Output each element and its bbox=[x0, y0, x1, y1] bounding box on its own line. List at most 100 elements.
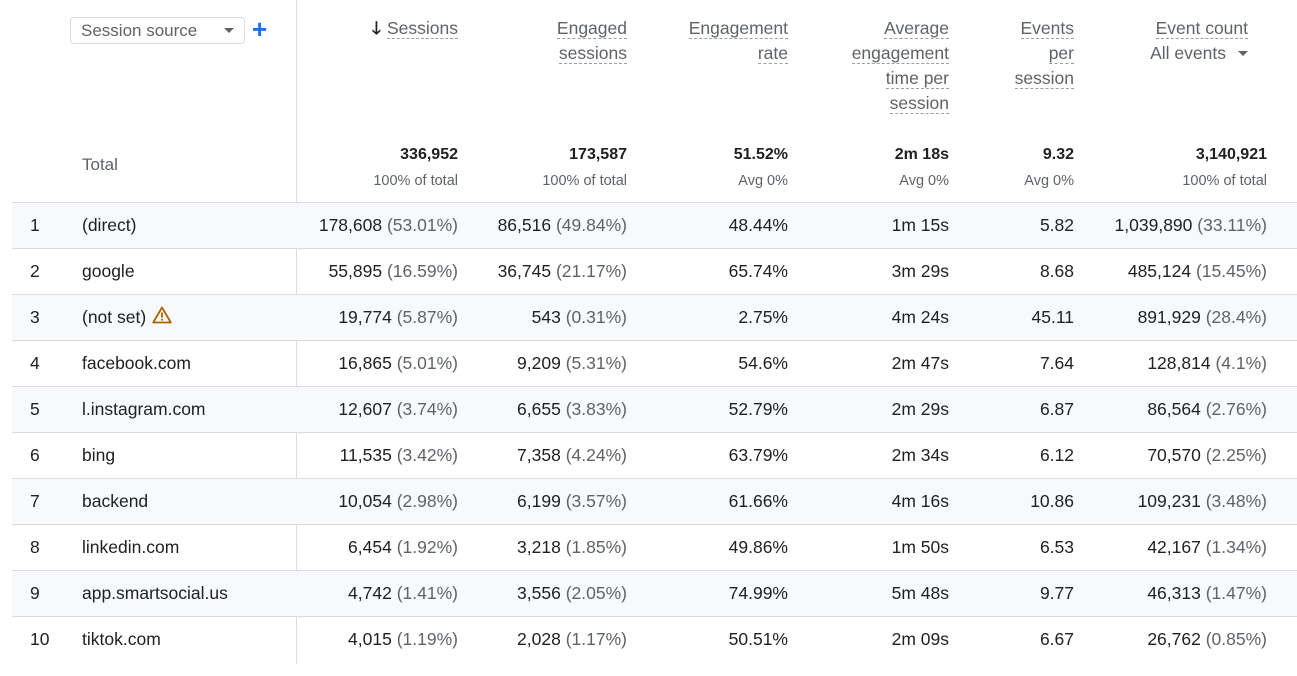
value: 70,570 bbox=[1147, 445, 1201, 465]
event-filter-label: All events bbox=[1150, 43, 1226, 63]
percent: (3.57%) bbox=[565, 491, 627, 511]
row-time: 5m 48s bbox=[891, 583, 949, 603]
row-events: 46,313 (1.47%) bbox=[1147, 571, 1267, 616]
value: 4,742 bbox=[348, 583, 392, 603]
row-engaged: 3,556 (2.05%) bbox=[517, 571, 627, 616]
row-engaged: 6,655 (3.83%) bbox=[517, 387, 627, 432]
row-sessions: 19,774 (5.87%) bbox=[338, 295, 458, 340]
value: 891,929 bbox=[1137, 307, 1201, 327]
total-value: 9.32 bbox=[1042, 146, 1074, 163]
row-index: 4 bbox=[30, 353, 40, 373]
header-events-per-session[interactable]: Events per session bbox=[1014, 16, 1074, 91]
percent: (3.42%) bbox=[396, 445, 458, 465]
total-time: 2m 18s Avg 0% bbox=[895, 144, 949, 191]
value: 6,199 bbox=[517, 491, 561, 511]
percent: (2.98%) bbox=[396, 491, 458, 511]
add-dimension-button[interactable]: + bbox=[252, 14, 268, 44]
total-eps: 9.32 Avg 0% bbox=[1024, 144, 1074, 191]
row-index: 2 bbox=[30, 261, 40, 281]
total-subtext: Avg 0% bbox=[1024, 173, 1074, 189]
header-text: time per bbox=[885, 68, 949, 89]
row-rate: 52.79% bbox=[728, 399, 788, 419]
value: 26,762 bbox=[1147, 629, 1201, 649]
value: 19,774 bbox=[338, 307, 392, 327]
event-filter-dropdown[interactable]: All events bbox=[1150, 41, 1248, 66]
row-engaged: 6,199 (3.57%) bbox=[517, 479, 627, 524]
value: 46,313 bbox=[1147, 583, 1201, 603]
value: 6,655 bbox=[517, 399, 561, 419]
percent: (1.17%) bbox=[565, 629, 627, 649]
percent: (1.85%) bbox=[565, 537, 627, 557]
percent: (15.45%) bbox=[1195, 261, 1267, 281]
row-eps: 8.68 bbox=[1039, 261, 1074, 281]
value: 9,209 bbox=[517, 353, 561, 373]
row-eps: 10.86 bbox=[1030, 491, 1074, 511]
row-rate: 2.75% bbox=[738, 307, 788, 327]
value: 42,167 bbox=[1147, 537, 1201, 557]
value: 1,039,890 bbox=[1114, 215, 1193, 235]
row-sessions: 11,535 (3.42%) bbox=[340, 433, 458, 478]
value: 2,028 bbox=[517, 629, 561, 649]
row-engaged: 543 (0.31%) bbox=[532, 295, 627, 340]
header-event-count[interactable]: Event count All events bbox=[1150, 16, 1248, 66]
row-rate: 54.6% bbox=[738, 353, 788, 373]
header-text: per bbox=[1048, 43, 1074, 64]
row-rate: 48.44% bbox=[728, 215, 788, 235]
header-text: Event count bbox=[1155, 18, 1248, 39]
row-time: 2m 09s bbox=[891, 629, 949, 649]
row-engaged: 36,745 (21.17%) bbox=[498, 249, 627, 294]
header-text: sessions bbox=[558, 43, 627, 64]
row-rate: 49.86% bbox=[728, 537, 788, 557]
percent: (4.24%) bbox=[565, 445, 627, 465]
row-rate: 50.51% bbox=[728, 629, 788, 649]
row-index: 7 bbox=[30, 491, 40, 511]
value: 86,564 bbox=[1147, 399, 1201, 419]
header-sessions[interactable]: 🡓 Sessions bbox=[372, 16, 458, 41]
row-sessions: 6,454 (1.92%) bbox=[348, 525, 458, 570]
row-sessions: 10,054 (2.98%) bbox=[338, 479, 458, 524]
row-sessions: 12,607 (3.74%) bbox=[338, 387, 458, 432]
row-source: (not set) bbox=[82, 295, 172, 340]
row-engaged: 86,516 (49.84%) bbox=[498, 203, 627, 248]
row-time: 1m 50s bbox=[891, 537, 949, 557]
value: 109,231 bbox=[1137, 491, 1201, 511]
percent: (2.76%) bbox=[1205, 399, 1267, 419]
value: 485,124 bbox=[1127, 261, 1192, 281]
header-avg-engagement-time[interactable]: Average engagement time per session bbox=[851, 16, 949, 116]
percent: (28.4%) bbox=[1205, 307, 1267, 327]
percent: (53.01%) bbox=[386, 215, 458, 235]
percent: (2.05%) bbox=[565, 583, 627, 603]
header-engaged-sessions[interactable]: Engaged sessions bbox=[556, 16, 627, 66]
row-time: 2m 29s bbox=[891, 399, 949, 419]
warning-icon[interactable] bbox=[152, 306, 172, 324]
dimension-label: Session source bbox=[81, 20, 198, 40]
percent: (0.85%) bbox=[1205, 629, 1267, 649]
header-text: Average bbox=[884, 18, 949, 39]
table-row: 7 backend 10,054 (2.98%) 6,199 (3.57%) 6… bbox=[12, 478, 1297, 524]
table-row: 10 tiktok.com 4,015 (1.19%) 2,028 (1.17%… bbox=[12, 616, 1297, 662]
row-eps: 6.87 bbox=[1039, 399, 1074, 419]
dimension-dropdown[interactable]: Session source bbox=[70, 17, 245, 44]
total-value: 2m 18s bbox=[894, 146, 949, 163]
value: 3,556 bbox=[517, 583, 561, 603]
value: 55,895 bbox=[328, 261, 383, 281]
header-engagement-rate[interactable]: Engagement rate bbox=[688, 16, 788, 66]
value: 3,218 bbox=[517, 537, 561, 557]
row-source: app.smartsocial.us bbox=[82, 583, 228, 603]
row-engaged: 9,209 (5.31%) bbox=[517, 341, 627, 386]
row-rate: 63.79% bbox=[728, 445, 788, 465]
total-subtext: 100% of total bbox=[373, 173, 458, 189]
table-row: 1 (direct) 178,608 (53.01%) 86,516 (49.8… bbox=[12, 202, 1297, 248]
total-label: Total bbox=[82, 155, 118, 174]
row-events: 109,231 (3.48%) bbox=[1138, 479, 1267, 524]
chevron-down-icon bbox=[1238, 51, 1248, 56]
row-index: 3 bbox=[30, 307, 40, 327]
percent: (1.47%) bbox=[1205, 583, 1267, 603]
total-value: 3,140,921 bbox=[1195, 146, 1267, 163]
header-text: session bbox=[889, 93, 949, 114]
value: 128,814 bbox=[1147, 353, 1211, 373]
header-text: Engagement bbox=[688, 18, 788, 39]
header-text: engagement bbox=[851, 43, 949, 64]
row-index: 6 bbox=[30, 445, 40, 465]
row-source: facebook.com bbox=[82, 353, 191, 373]
